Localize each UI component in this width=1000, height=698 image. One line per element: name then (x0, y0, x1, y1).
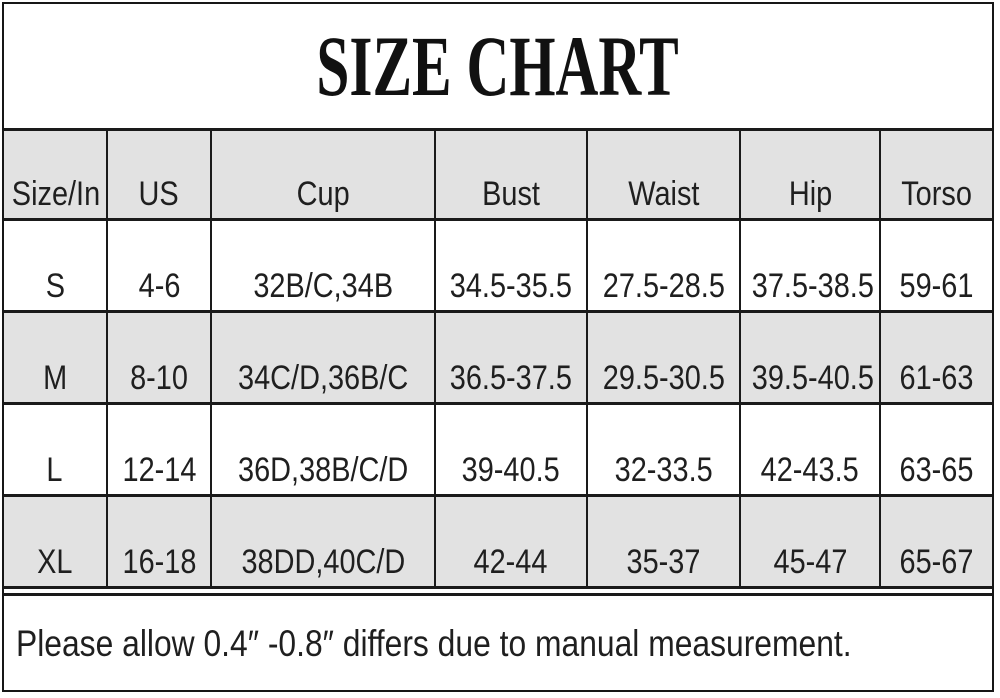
cell-value: 39.5-40.5 (751, 359, 874, 397)
size-label: L (46, 451, 63, 489)
table-cell: 42-43.5 (739, 402, 882, 497)
header-label: Size/In (11, 175, 101, 213)
table-row-xl: XL 16-18 38DD,40C/D 42-44 35-37 45-47 65… (4, 494, 992, 589)
header-label: Hip (788, 175, 832, 213)
header-cell-size-in: Size/In (4, 128, 108, 221)
table-cell: 42-44 (433, 494, 588, 589)
table-cell: 59-61 (879, 218, 992, 313)
cell-value: 36.5-37.5 (449, 359, 572, 397)
header-label: Cup (296, 175, 350, 213)
cell-value: 32B/C,34B (253, 267, 393, 305)
table-cell: 38DD,40C/D (210, 494, 436, 589)
table-cell: 63-65 (879, 402, 992, 497)
table-cell: 12-14 (105, 402, 213, 497)
table-cell: 36D,38B/C/D (210, 402, 436, 497)
cell-value: 42-43.5 (761, 451, 860, 489)
table-cell: 29.5-30.5 (585, 310, 742, 405)
size-label: S (45, 267, 65, 305)
header-cell-us: US (105, 128, 213, 221)
title-band: SIZE CHART (4, 4, 992, 128)
cell-value: 8-10 (130, 359, 189, 397)
measurement-note: Please allow 0.4″ -0.8″ differs due to m… (16, 622, 852, 664)
table-cell: 27.5-28.5 (585, 218, 742, 313)
cell-value: 16-18 (122, 543, 197, 581)
cell-value: 29.5-30.5 (602, 359, 725, 397)
table-cell: L (4, 402, 108, 497)
header-cell-bust: Bust (433, 128, 588, 221)
table-cell: 45-47 (739, 494, 882, 589)
table-row-s: S 4-6 32B/C,34B 34.5-35.5 27.5-28.5 37.5… (4, 218, 992, 313)
table-cell: 65-67 (879, 494, 992, 589)
header-label: Torso (901, 175, 972, 213)
header-cell-cup: Cup (210, 128, 436, 221)
cell-value: 35-37 (626, 543, 701, 581)
table-cell: 61-63 (879, 310, 992, 405)
cell-value: 61-63 (899, 359, 974, 397)
table-cell: 39-40.5 (433, 402, 588, 497)
cell-value: 32-33.5 (614, 451, 713, 489)
table-cell: 4-6 (105, 218, 213, 313)
header-row: Size/In US Cup Bust Waist Hip Torso (4, 128, 992, 221)
size-label: M (42, 359, 67, 397)
cell-value: 39-40.5 (461, 451, 560, 489)
size-chart-table: Size/In US Cup Bust Waist Hip Torso S 4-… (4, 128, 992, 589)
cell-value: 4-6 (138, 267, 180, 305)
header-cell-waist: Waist (585, 128, 742, 221)
table-cell: S (4, 218, 108, 313)
table-cell: XL (4, 494, 108, 589)
cell-value: 34.5-35.5 (449, 267, 572, 305)
cell-value: 37.5-38.5 (751, 267, 874, 305)
header-cell-torso: Torso (879, 128, 992, 221)
note-box: Please allow 0.4″ -0.8″ differs due to m… (4, 593, 992, 690)
header-label: Bust (481, 175, 540, 213)
table-cell: M (4, 310, 108, 405)
table-cell: 39.5-40.5 (739, 310, 882, 405)
table-cell: 34C/D,36B/C (210, 310, 436, 405)
cell-value: 36D,38B/C/D (237, 451, 409, 489)
cell-value: 42-44 (473, 543, 548, 581)
table-row-m: M 8-10 34C/D,36B/C 36.5-37.5 29.5-30.5 3… (4, 310, 992, 405)
table-cell: 34.5-35.5 (433, 218, 588, 313)
cell-value: 63-65 (899, 451, 974, 489)
header-label: Waist (627, 175, 700, 213)
cell-value: 12-14 (122, 451, 197, 489)
table-cell: 37.5-38.5 (739, 218, 882, 313)
cell-value: 27.5-28.5 (602, 267, 725, 305)
table-cell: 8-10 (105, 310, 213, 405)
cell-value: 34C/D,36B/C (237, 359, 409, 397)
table-cell: 35-37 (585, 494, 742, 589)
table-cell: 16-18 (105, 494, 213, 589)
table-row-l: L 12-14 36D,38B/C/D 39-40.5 32-33.5 42-4… (4, 402, 992, 497)
table-cell: 32-33.5 (585, 402, 742, 497)
cell-value: 38DD,40C/D (241, 543, 406, 581)
page-title: SIZE CHART (316, 18, 680, 114)
cell-value: 65-67 (899, 543, 974, 581)
header-label: US (139, 175, 180, 213)
table-cell: 32B/C,34B (210, 218, 436, 313)
cell-value: 45-47 (773, 543, 848, 581)
table-cell: 36.5-37.5 (433, 310, 588, 405)
cell-value: 59-61 (899, 267, 974, 305)
size-label: XL (37, 543, 73, 581)
header-cell-hip: Hip (739, 128, 882, 221)
